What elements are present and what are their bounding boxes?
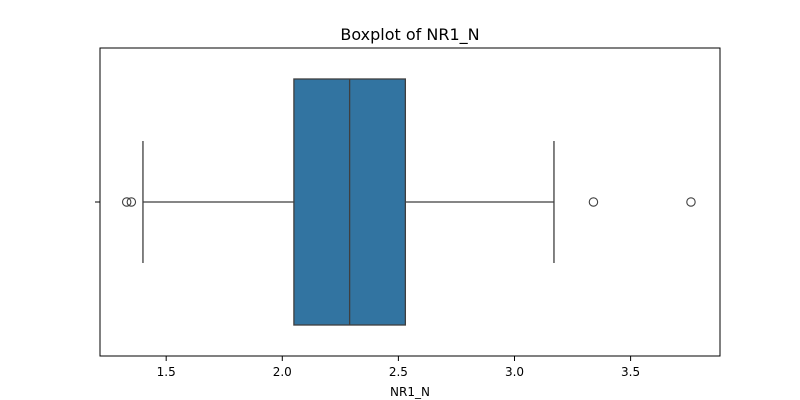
x-tick-label: 3.0 (505, 365, 524, 379)
x-axis-label: NR1_N (390, 385, 430, 399)
x-tick-label: 1.5 (157, 365, 176, 379)
x-tick-label: 3.5 (621, 365, 640, 379)
chart-title: Boxplot of NR1_N (340, 25, 479, 45)
x-tick-label: 2.5 (389, 365, 408, 379)
x-axis: 1.5 2.0 2.5 3.0 3.5 (157, 356, 640, 379)
outlier-point (588, 197, 599, 207)
outlier-point (686, 197, 696, 207)
plot-area (121, 78, 696, 326)
outlier-point (126, 197, 137, 207)
outlier-point (121, 197, 132, 207)
x-tick-label: 2.0 (273, 365, 292, 379)
